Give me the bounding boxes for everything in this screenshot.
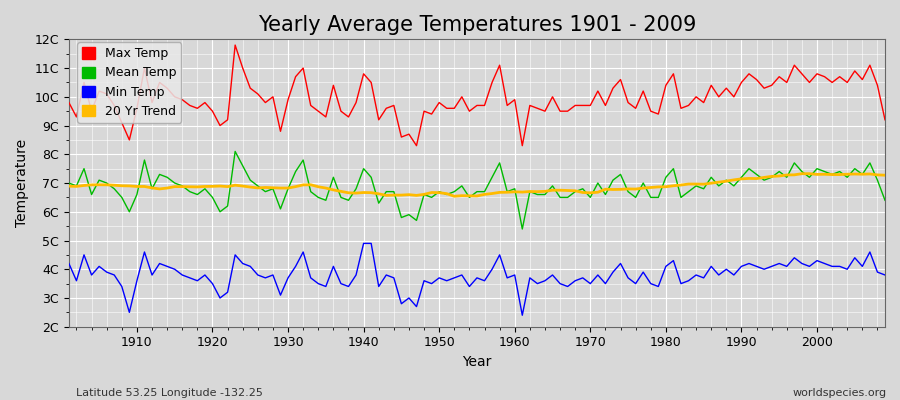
Legend: Max Temp, Mean Temp, Min Temp, 20 Yr Trend: Max Temp, Mean Temp, Min Temp, 20 Yr Tre… (77, 42, 181, 123)
Y-axis label: Temperature: Temperature (15, 139, 29, 227)
X-axis label: Year: Year (463, 355, 491, 369)
Title: Yearly Average Temperatures 1901 - 2009: Yearly Average Temperatures 1901 - 2009 (257, 15, 696, 35)
Text: Latitude 53.25 Longitude -132.25: Latitude 53.25 Longitude -132.25 (76, 388, 264, 398)
Text: worldspecies.org: worldspecies.org (792, 388, 886, 398)
